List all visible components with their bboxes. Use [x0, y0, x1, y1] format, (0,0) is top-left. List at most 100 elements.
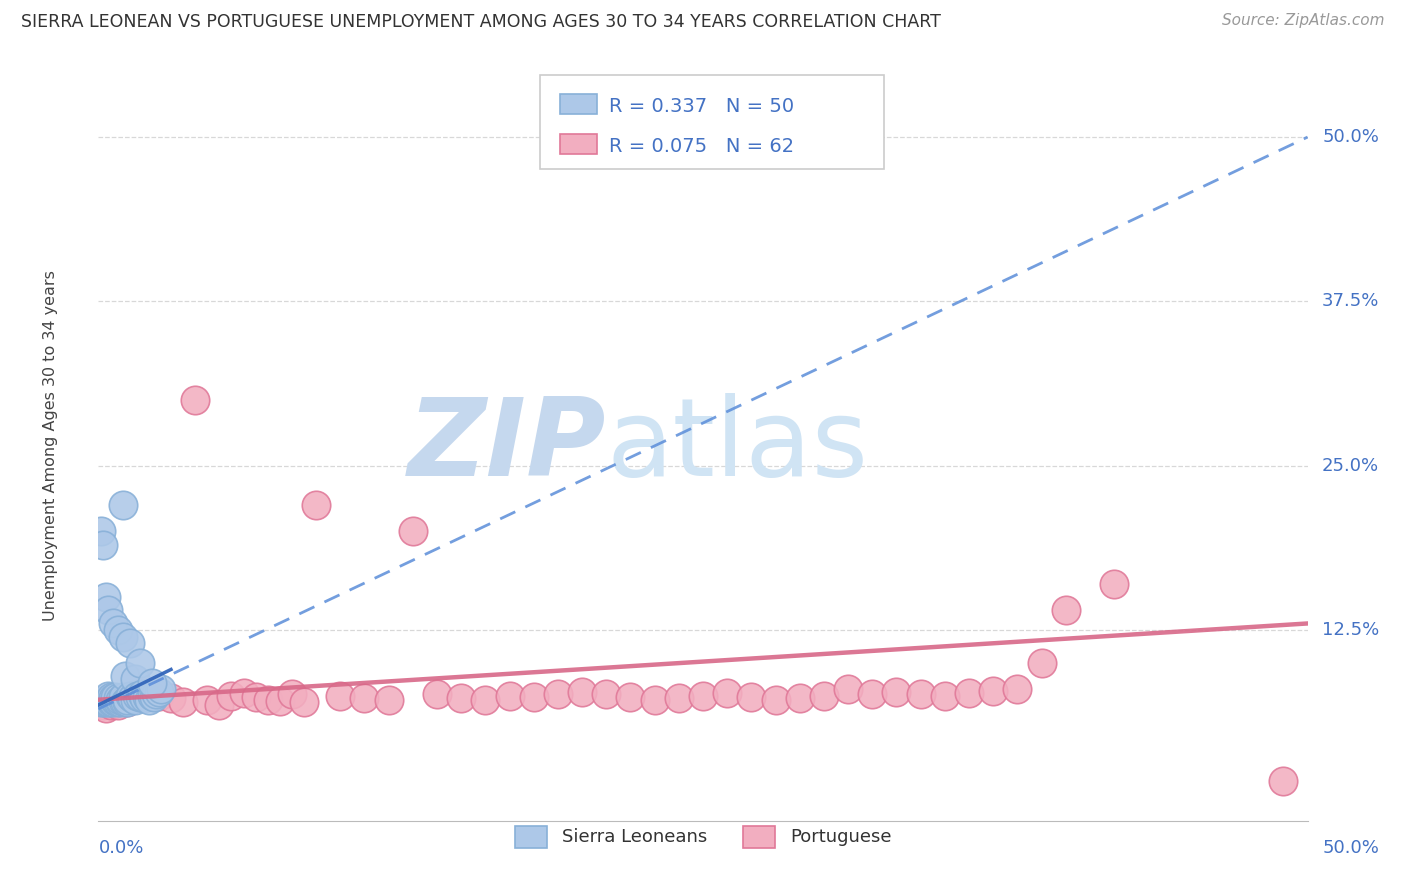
Point	[141, 689, 163, 703]
Point	[91, 698, 114, 712]
Point	[104, 695, 127, 709]
Point	[141, 675, 163, 690]
Text: 50.0%: 50.0%	[1322, 128, 1379, 146]
Point	[117, 695, 139, 709]
Point	[837, 682, 859, 697]
Text: SIERRA LEONEAN VS PORTUGUESE UNEMPLOYMENT AMONG AGES 30 TO 34 YEARS CORRELATION : SIERRA LEONEAN VS PORTUGUESE UNEMPLOYMEN…	[21, 13, 941, 31]
Point	[90, 524, 112, 539]
Point	[97, 695, 120, 709]
Point	[101, 695, 124, 709]
Point	[101, 616, 124, 631]
Point	[101, 692, 124, 706]
Point	[90, 695, 112, 709]
Point	[740, 690, 762, 704]
Point	[957, 686, 980, 700]
Point	[245, 690, 267, 704]
Point	[111, 694, 134, 708]
Point	[1272, 774, 1295, 789]
Point	[195, 692, 218, 706]
Point	[143, 690, 166, 704]
Point	[108, 692, 131, 706]
FancyBboxPatch shape	[540, 75, 884, 169]
Point	[644, 692, 666, 706]
Point	[94, 695, 117, 709]
Point	[426, 688, 449, 702]
Point	[108, 695, 131, 709]
Point	[292, 695, 315, 709]
Point	[692, 689, 714, 703]
Point	[1007, 682, 1029, 697]
Point	[138, 692, 160, 706]
Point	[450, 691, 472, 706]
Point	[135, 685, 157, 699]
Point	[886, 685, 908, 699]
Point	[128, 656, 150, 670]
Point	[107, 698, 129, 712]
Point	[127, 688, 149, 702]
Point	[100, 698, 122, 712]
Point	[114, 695, 136, 709]
Text: Unemployment Among Ages 30 to 34 years: Unemployment Among Ages 30 to 34 years	[42, 270, 58, 622]
Point	[668, 691, 690, 706]
Point	[104, 692, 127, 706]
Point	[124, 672, 146, 686]
Text: 12.5%: 12.5%	[1322, 621, 1379, 639]
Point	[547, 688, 569, 702]
Point	[221, 689, 243, 703]
Point	[1054, 603, 1077, 617]
Point	[131, 689, 153, 703]
Point	[135, 690, 157, 704]
Text: 50.0%: 50.0%	[1322, 839, 1379, 857]
Point	[523, 690, 546, 704]
Point	[377, 692, 399, 706]
Point	[111, 498, 134, 512]
Point	[160, 691, 183, 706]
Point	[94, 590, 117, 604]
Point	[595, 688, 617, 702]
Point	[94, 692, 117, 706]
Point	[150, 682, 173, 697]
Point	[111, 690, 134, 704]
Point	[184, 392, 207, 407]
Point	[145, 688, 167, 702]
Point	[118, 636, 141, 650]
Text: 37.5%: 37.5%	[1322, 293, 1379, 310]
Point	[104, 690, 127, 704]
Point	[402, 524, 425, 539]
Point	[114, 669, 136, 683]
FancyBboxPatch shape	[561, 134, 596, 153]
Point	[101, 691, 124, 706]
Point	[111, 630, 134, 644]
Point	[108, 692, 131, 706]
Point	[765, 692, 787, 706]
Point	[232, 686, 254, 700]
Point	[117, 695, 139, 709]
Point	[329, 689, 352, 703]
Point	[94, 700, 117, 714]
Text: ZIP: ZIP	[408, 393, 606, 499]
Point	[208, 698, 231, 712]
Point	[104, 694, 127, 708]
Point	[117, 692, 139, 706]
Point	[134, 691, 156, 706]
Point	[571, 685, 593, 699]
Point	[97, 695, 120, 709]
Point	[107, 623, 129, 637]
Point	[1031, 656, 1053, 670]
Point	[121, 691, 143, 706]
Point	[100, 692, 122, 706]
Point	[97, 689, 120, 703]
Point	[172, 695, 194, 709]
Text: 0.0%: 0.0%	[98, 839, 143, 857]
Point	[100, 690, 122, 704]
Point	[107, 691, 129, 706]
Point	[128, 690, 150, 704]
Point	[127, 689, 149, 703]
Point	[281, 688, 304, 702]
Point	[789, 691, 811, 706]
Point	[474, 692, 496, 706]
Point	[934, 689, 956, 703]
Point	[111, 690, 134, 704]
Point	[91, 538, 114, 552]
Point	[269, 694, 291, 708]
